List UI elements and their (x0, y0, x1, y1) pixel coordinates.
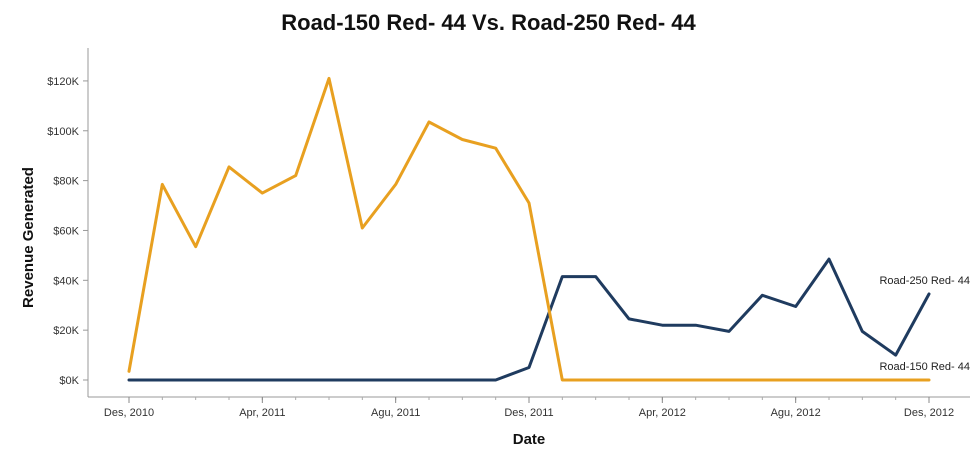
y-axis-title: Revenue Generated (20, 167, 37, 308)
x-tick-label: Des, 2010 (104, 407, 154, 419)
y-tick-label: $60K (53, 225, 79, 237)
series-label-road-250: Road-250 Red- 44 (879, 275, 970, 287)
chart-title: Road-150 Red- 44 Vs. Road-250 Red- 44 (281, 10, 696, 35)
x-tick-label: Agu, 2011 (371, 407, 420, 419)
x-tick-label: Apr, 2011 (239, 407, 285, 419)
x-axis-title: Date (513, 431, 546, 448)
tick-labels: $0K $20K $40K $60K $80K $100K $120K Des, 2010 Ap… (47, 76, 954, 419)
x-tick-label: Agu, 2012 (771, 407, 821, 419)
y-tick-label: $120K (47, 76, 79, 88)
x-tick-label: Apr, 2012 (639, 407, 686, 419)
y-tick-label: $20K (53, 325, 79, 337)
x-tick-label: Des, 2012 (904, 407, 954, 419)
series-lines (127, 76, 931, 382)
series-line-road-150 (127, 76, 931, 382)
series-label-road-150: Road-150 Red- 44 (879, 361, 970, 373)
y-tick-label: $80K (53, 176, 79, 188)
x-tick-label: Des, 2011 (504, 407, 553, 419)
series-labels: Road-150 Red- 44 Road-250 Red- 44 (879, 275, 970, 373)
y-tick-label: $40K (53, 275, 79, 287)
y-tick-label: $100K (47, 126, 79, 138)
axes (83, 48, 970, 403)
y-tick-label: $0K (59, 375, 79, 387)
series-line-road-250 (127, 257, 931, 382)
